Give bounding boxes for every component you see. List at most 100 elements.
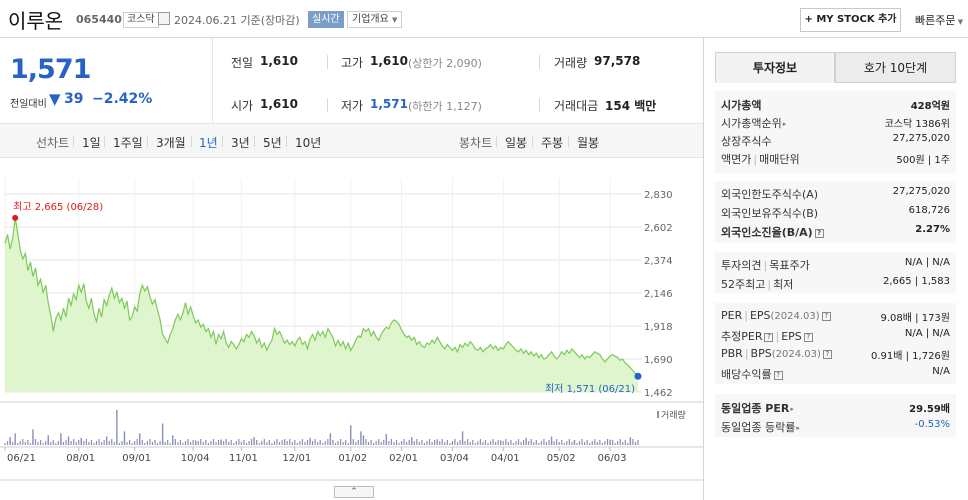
est-eps-text: EPS: [781, 330, 802, 343]
tab-3year[interactable]: 3년: [231, 136, 250, 150]
volume-bar: [350, 425, 352, 445]
volume-bar: [456, 442, 459, 445]
x-tick-label: 08/01: [66, 453, 95, 464]
sector-per-row[interactable]: 동일업종 PER▸ 29.59배: [721, 398, 950, 416]
collapse-chart-button[interactable]: ⌃: [334, 486, 374, 498]
tab-1year[interactable]: 1년: [199, 136, 218, 150]
help-icon[interactable]: ?: [803, 333, 813, 342]
volume-bar: [357, 440, 359, 445]
add-mystock-button[interactable]: + MY STOCK 추가: [800, 8, 901, 32]
volume-bar: [523, 440, 525, 445]
volume-bar: [434, 440, 436, 445]
tab-orderbook-10[interactable]: 호가 10단계: [835, 52, 956, 83]
volume-bar: [436, 439, 438, 445]
tab-3month[interactable]: 3개월: [156, 136, 186, 150]
volume-bar: [431, 442, 433, 445]
x-tick-label: 06/03: [598, 453, 627, 464]
volume-bar: [629, 437, 632, 445]
sector-block: 동일업종 PER▸ 29.59배 동일업종 등락률▸ -0.53%: [715, 394, 956, 437]
upper-limit: (상한가 2,090): [408, 57, 482, 70]
volume-bar: [489, 441, 492, 445]
tab-investment-info[interactable]: 투자정보: [715, 52, 835, 83]
volume-bar: [65, 440, 67, 445]
high-label: 고가: [341, 56, 364, 70]
divider: [327, 98, 328, 112]
per-row: PER | EPS(2024.03)? 9.08배 | 173원: [721, 307, 950, 325]
lower-limit: (하한가 1,127): [408, 100, 482, 113]
amount-label: 거래대금: [554, 99, 599, 113]
help-icon[interactable]: ?: [821, 312, 831, 321]
volume-bar: [42, 443, 44, 445]
volume-bar: [174, 439, 176, 445]
x-tick-label: 06/21: [7, 453, 36, 464]
base-date: 2024.06.21 기준(장마감): [174, 14, 300, 27]
foreign-limit-row: 외국인한도주식수(A) 27,275,020: [721, 184, 950, 202]
tab-weekly-candle[interactable]: 주봉: [541, 136, 564, 150]
y-tick-label: 2,374: [644, 256, 673, 267]
quick-order-button[interactable]: 빠른주문 ▼: [915, 12, 963, 28]
help-icon[interactable]: ?: [822, 350, 832, 359]
volume-bar: [413, 441, 415, 445]
pbr-label: PBR | BPS(2024.03)?: [721, 347, 832, 360]
volume-bar: [14, 433, 16, 445]
help-icon[interactable]: ?: [764, 333, 774, 342]
est-per-label: 추정PER? | EPS?: [721, 328, 813, 344]
volume-bar: [57, 441, 59, 445]
tab-1week[interactable]: 1주일: [113, 136, 143, 150]
market-cap-label: 시가총액: [721, 99, 762, 112]
stock-header: 이루온 065440 코스닥 2024.06.21 기준(장마감) 실시간 기업…: [0, 0, 968, 38]
volume-bar: [233, 443, 235, 445]
foreign-ratio-text: 외국인소진율(B/A): [721, 226, 813, 239]
volume-bar: [80, 437, 82, 445]
volume-bar: [289, 439, 291, 445]
down-arrow-icon: ▼: [49, 90, 61, 108]
divider: [222, 136, 223, 147]
company-info-dropdown[interactable]: 기업개요 ▼: [347, 11, 403, 28]
volume-bar: [449, 443, 451, 445]
volume-bar: [187, 439, 189, 445]
volume-bar: [151, 442, 154, 445]
volume-bar: [177, 442, 179, 445]
per-value: 9.08배 | 173원: [880, 313, 950, 324]
volume-bar: [62, 442, 65, 445]
tab-monthly-candle[interactable]: 월봉: [577, 136, 600, 150]
volume-bar: [345, 440, 347, 445]
volume-bar: [139, 433, 141, 445]
x-tick-label: 11/01: [229, 453, 258, 464]
x-tick-label: 10/04: [181, 453, 210, 464]
volume-bar: [27, 440, 29, 445]
divider: [254, 136, 255, 147]
sector-change-row[interactable]: 동일업종 등락률▸ -0.53%: [721, 417, 950, 435]
volume-bar: [599, 440, 601, 445]
help-icon[interactable]: ?: [814, 229, 824, 238]
volume-bar: [261, 441, 263, 445]
divider: [286, 136, 287, 147]
min-point-marker: [634, 372, 642, 380]
tab-daily-candle[interactable]: 일봉: [505, 136, 528, 150]
volume-bar: [220, 439, 222, 445]
volume-bar: [212, 439, 215, 445]
volume-bar: [487, 443, 489, 445]
help-icon[interactable]: ?: [773, 371, 783, 380]
volume-bar: [596, 442, 598, 445]
volume-bar: [50, 442, 52, 445]
volume-bar: [411, 437, 413, 445]
tab-10year[interactable]: 10년: [295, 136, 322, 150]
tab-1day[interactable]: 1일: [82, 136, 101, 150]
price-chart[interactable]: 최고 2,665 (06/28) 최저 1,571 (06/21) 2,830 2,…: [0, 158, 703, 500]
volume-bar: [314, 439, 316, 445]
market-cap-rank-row[interactable]: 시가총액순위▸ 코스닥 1386위: [721, 113, 950, 131]
volume-bar: [116, 409, 118, 445]
volume-bar: [6, 441, 9, 445]
volume-bar: [184, 441, 187, 445]
volume-bar: [385, 434, 388, 445]
realtime-button[interactable]: 실시간: [308, 11, 344, 28]
volume-bar: [461, 431, 464, 445]
tab-5year[interactable]: 5년: [263, 136, 282, 150]
volume-bar: [149, 439, 151, 445]
volume-bar: [360, 431, 362, 445]
max-price-label: 최고 2,665 (06/28): [13, 201, 103, 213]
pbr-date: (2024.03): [771, 349, 821, 360]
volume-bar: [566, 441, 568, 445]
volume-bar: [225, 439, 227, 445]
